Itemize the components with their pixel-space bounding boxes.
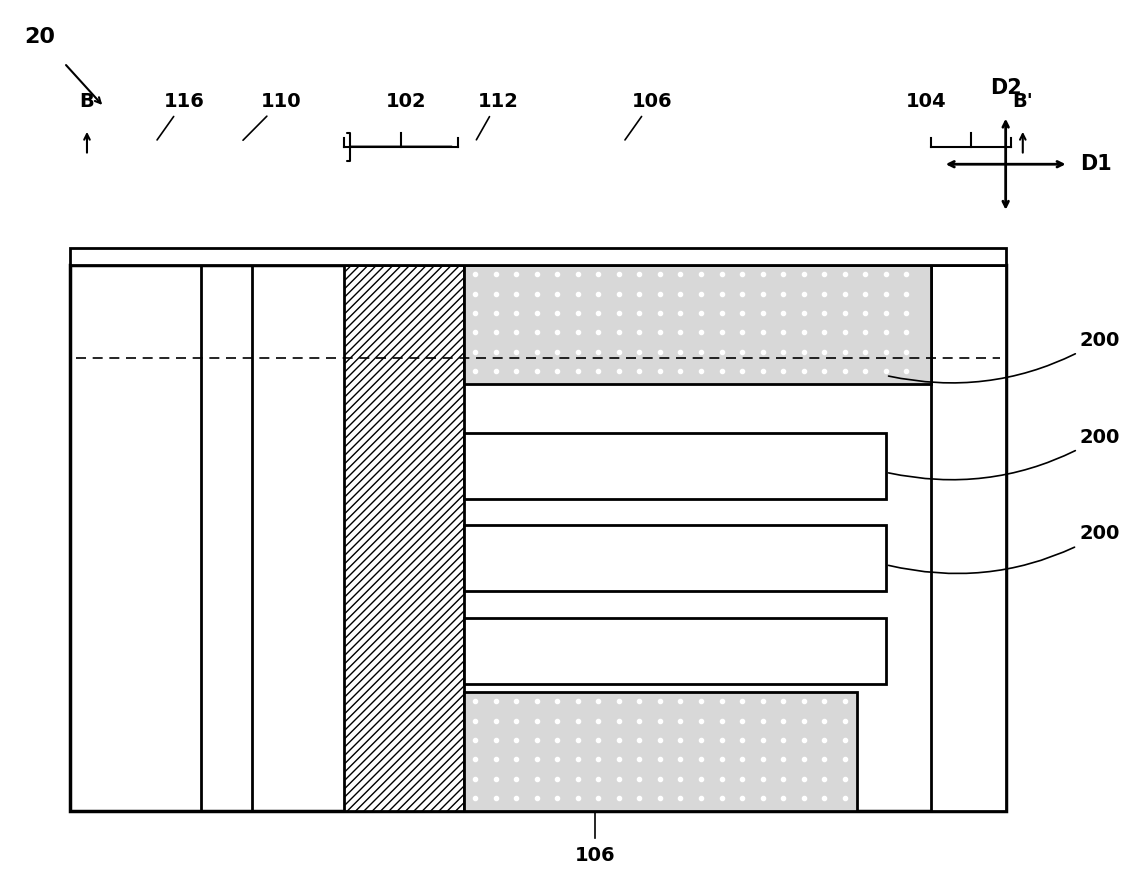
Text: 102: 102 [387, 93, 427, 111]
Bar [70, 248, 1006, 266]
Text: 104: 104 [905, 93, 946, 111]
Text: 116: 116 [157, 93, 205, 140]
Text: 106: 106 [625, 93, 673, 140]
Bar [463, 266, 931, 384]
Text: 112: 112 [476, 93, 518, 140]
Text: D2: D2 [990, 79, 1022, 98]
Bar [931, 266, 1006, 811]
Text: D1: D1 [1080, 155, 1112, 174]
Bar [463, 433, 885, 499]
Text: 200: 200 [889, 525, 1120, 574]
Text: 200: 200 [889, 427, 1120, 479]
Text: 20: 20 [24, 26, 55, 47]
Text: B': B' [1012, 93, 1033, 111]
Bar [463, 617, 885, 683]
Text: B: B [80, 93, 94, 111]
Text: 106: 106 [574, 847, 615, 865]
Text: 110: 110 [243, 93, 301, 140]
Bar [463, 525, 885, 591]
Bar [70, 266, 1006, 811]
Bar [343, 266, 463, 811]
Text: 200: 200 [889, 331, 1120, 383]
Bar [463, 692, 857, 811]
